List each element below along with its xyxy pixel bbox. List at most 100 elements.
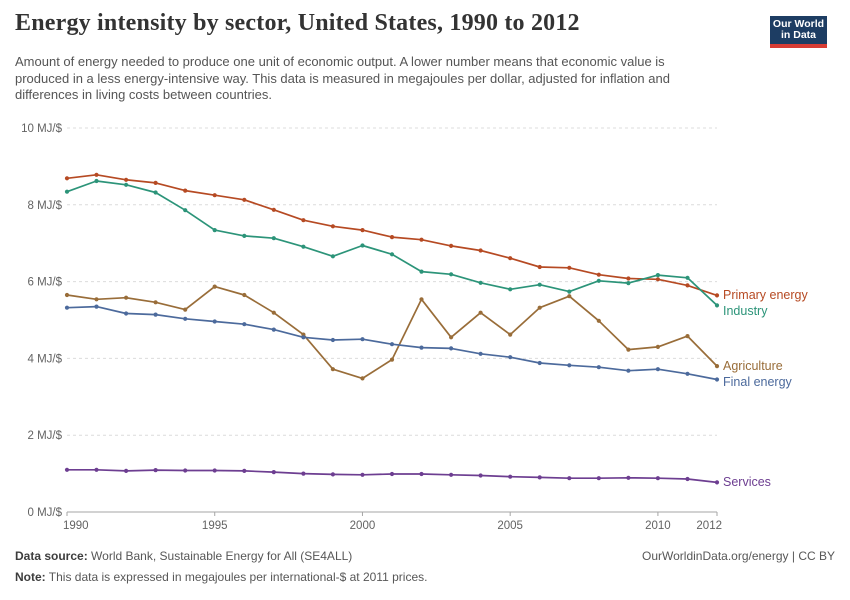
data-point-services-2001[interactable] (389, 471, 395, 477)
data-point-industry-1999[interactable] (330, 254, 335, 259)
data-point-industry-1996[interactable] (242, 233, 247, 238)
data-point-agriculture-2005[interactable] (508, 332, 513, 337)
series-label-primary-energy[interactable]: Primary energy (723, 288, 808, 303)
data-point-agriculture-2012[interactable] (714, 364, 720, 369)
data-point-industry-1994[interactable] (183, 208, 188, 213)
data-point-agriculture-1993[interactable] (153, 300, 158, 305)
data-point-final-energy-2010[interactable] (655, 367, 661, 372)
data-point-final-energy-2009[interactable] (626, 368, 631, 373)
data-point-agriculture-1995[interactable] (212, 284, 217, 289)
data-point-services-1998[interactable] (301, 471, 306, 476)
data-point-primary-energy-1991[interactable] (94, 172, 99, 177)
data-point-final-energy-2011[interactable] (685, 371, 690, 376)
data-point-services-1992[interactable] (124, 468, 129, 473)
series-line-agriculture[interactable] (66, 285, 718, 380)
data-point-industry-2002[interactable] (419, 269, 424, 274)
data-point-agriculture-1997[interactable] (271, 310, 276, 315)
data-point-agriculture-2008[interactable] (596, 318, 601, 323)
data-point-agriculture-2010[interactable] (655, 344, 661, 349)
data-point-final-energy-1992[interactable] (124, 311, 129, 316)
data-point-industry-2000[interactable] (360, 243, 365, 248)
data-point-services-2005[interactable] (508, 474, 513, 479)
data-point-final-energy-2005[interactable] (508, 355, 513, 360)
data-point-final-energy-2000[interactable] (360, 337, 365, 342)
data-point-services-2008[interactable] (596, 476, 601, 481)
data-point-final-energy-1995[interactable] (212, 319, 217, 324)
data-point-primary-energy-2011[interactable] (685, 283, 690, 288)
data-point-industry-2011[interactable] (685, 275, 690, 280)
data-point-industry-2010[interactable] (655, 273, 661, 278)
data-point-services-2002[interactable] (419, 471, 424, 477)
data-point-primary-energy-2003[interactable] (449, 243, 454, 248)
data-point-industry-2009[interactable] (626, 281, 631, 286)
data-point-services-2006[interactable] (537, 475, 542, 480)
data-point-services-2011[interactable] (685, 476, 690, 482)
data-point-services-1996[interactable] (242, 468, 247, 473)
data-point-primary-energy-1998[interactable] (301, 218, 306, 223)
data-point-agriculture-1994[interactable] (183, 307, 188, 312)
data-point-primary-energy-1994[interactable] (183, 188, 188, 193)
data-point-primary-energy-2006[interactable] (537, 264, 542, 270)
data-point-final-energy-1998[interactable] (301, 335, 306, 340)
chart-canvas[interactable]: 0 MJ/$ 2 MJ/$ 4 MJ/$ 6 MJ/$ 8 MJ/$ 10 MJ/$ 199… (0, 0, 850, 545)
data-point-industry-2012[interactable] (714, 303, 720, 308)
data-point-final-energy-1990[interactable] (64, 305, 70, 310)
data-point-industry-1998[interactable] (301, 244, 306, 249)
data-point-primary-energy-2001[interactable] (389, 235, 395, 240)
owid-logo[interactable]: Our World in Data (770, 16, 827, 48)
data-point-primary-energy-1993[interactable] (153, 180, 158, 185)
data-point-primary-energy-2012[interactable] (714, 293, 720, 298)
data-point-final-energy-2008[interactable] (596, 365, 601, 370)
data-point-agriculture-2009[interactable] (626, 347, 631, 352)
data-point-final-energy-2012[interactable] (714, 377, 720, 382)
data-point-services-1994[interactable] (183, 468, 188, 473)
data-point-primary-energy-2008[interactable] (596, 272, 601, 277)
series-label-agriculture[interactable]: Agriculture (723, 359, 783, 374)
data-point-industry-2001[interactable] (389, 252, 395, 257)
data-point-final-energy-2006[interactable] (537, 360, 542, 366)
data-point-final-energy-1993[interactable] (153, 312, 158, 317)
data-point-agriculture-2002[interactable] (419, 297, 424, 302)
data-point-agriculture-1991[interactable] (94, 297, 99, 302)
data-point-agriculture-2011[interactable] (685, 334, 690, 339)
data-point-agriculture-2003[interactable] (449, 335, 454, 340)
data-point-primary-energy-2009[interactable] (626, 276, 631, 281)
data-point-primary-energy-1992[interactable] (124, 177, 129, 182)
data-point-agriculture-1990[interactable] (64, 292, 70, 298)
data-point-primary-energy-2000[interactable] (360, 228, 365, 233)
data-point-final-energy-1991[interactable] (94, 304, 99, 309)
data-point-agriculture-2001[interactable] (389, 357, 395, 362)
series-label-services[interactable]: Services (723, 475, 771, 490)
data-point-agriculture-1999[interactable] (330, 367, 335, 372)
data-point-primary-energy-1996[interactable] (242, 197, 247, 202)
series-label-final-energy[interactable]: Final energy (723, 374, 792, 389)
data-point-services-1991[interactable] (94, 467, 99, 472)
series-line-industry[interactable] (66, 180, 718, 307)
data-point-primary-energy-1999[interactable] (330, 224, 335, 229)
series-label-industry[interactable]: Industry (723, 303, 768, 318)
data-point-primary-energy-2007[interactable] (567, 265, 572, 270)
data-point-services-1995[interactable] (212, 468, 217, 473)
data-point-industry-1990[interactable] (64, 189, 70, 194)
data-point-primary-energy-2002[interactable] (419, 237, 424, 242)
data-point-agriculture-2004[interactable] (478, 310, 483, 315)
data-point-final-energy-1994[interactable] (183, 316, 188, 321)
data-point-final-energy-1997[interactable] (271, 327, 276, 332)
data-point-final-energy-2001[interactable] (389, 342, 395, 347)
data-point-services-1990[interactable] (64, 467, 70, 472)
data-point-services-2010[interactable] (655, 476, 661, 481)
data-point-primary-energy-2010[interactable] (655, 277, 661, 282)
data-point-services-2009[interactable] (626, 475, 631, 480)
data-point-services-2012[interactable] (714, 480, 720, 485)
data-point-final-energy-1996[interactable] (242, 322, 247, 327)
data-point-industry-2007[interactable] (567, 289, 572, 294)
data-point-agriculture-2007[interactable] (567, 294, 572, 299)
data-point-final-energy-2007[interactable] (567, 363, 572, 368)
data-point-final-energy-2003[interactable] (449, 346, 454, 351)
data-point-services-1997[interactable] (271, 470, 276, 475)
data-point-primary-energy-2005[interactable] (508, 256, 513, 261)
data-point-services-2003[interactable] (449, 472, 454, 477)
data-point-agriculture-2000[interactable] (360, 376, 365, 381)
data-point-final-energy-2004[interactable] (478, 351, 483, 356)
data-point-services-2007[interactable] (567, 476, 572, 481)
